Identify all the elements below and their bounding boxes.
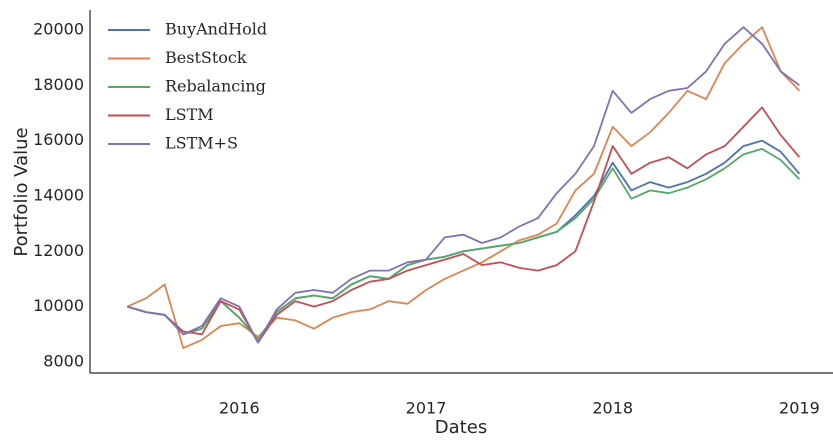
y-tick-label: 20000 — [33, 19, 84, 38]
series-line — [127, 139, 801, 341]
legend-label: LSTM — [165, 105, 214, 124]
series-line — [127, 106, 801, 344]
legend-label: BestStock — [165, 48, 247, 67]
x-tick-label: 2018 — [592, 399, 633, 418]
legend-label: LSTM+S — [165, 134, 238, 153]
legend-label: Rebalancing — [165, 77, 266, 96]
legend-label: BuyAndHold — [165, 20, 267, 39]
x-tick-label: 2019 — [779, 399, 820, 418]
y-tick-label: 16000 — [33, 130, 84, 149]
series-line — [127, 26, 800, 344]
x-axis-label: Dates — [435, 417, 487, 438]
y-tick-label: 12000 — [33, 241, 84, 260]
y-tick-label: 14000 — [33, 185, 84, 204]
y-tick-label: 10000 — [33, 296, 84, 315]
y-tick-label: 18000 — [33, 75, 84, 94]
y-axis-label: Portfolio Value — [11, 127, 32, 256]
series-line — [126, 26, 801, 349]
x-tick-label: 2016 — [219, 399, 260, 418]
y-tick-label: 8000 — [43, 351, 84, 370]
x-tick-label: 2017 — [406, 399, 447, 418]
series-line — [127, 148, 801, 341]
